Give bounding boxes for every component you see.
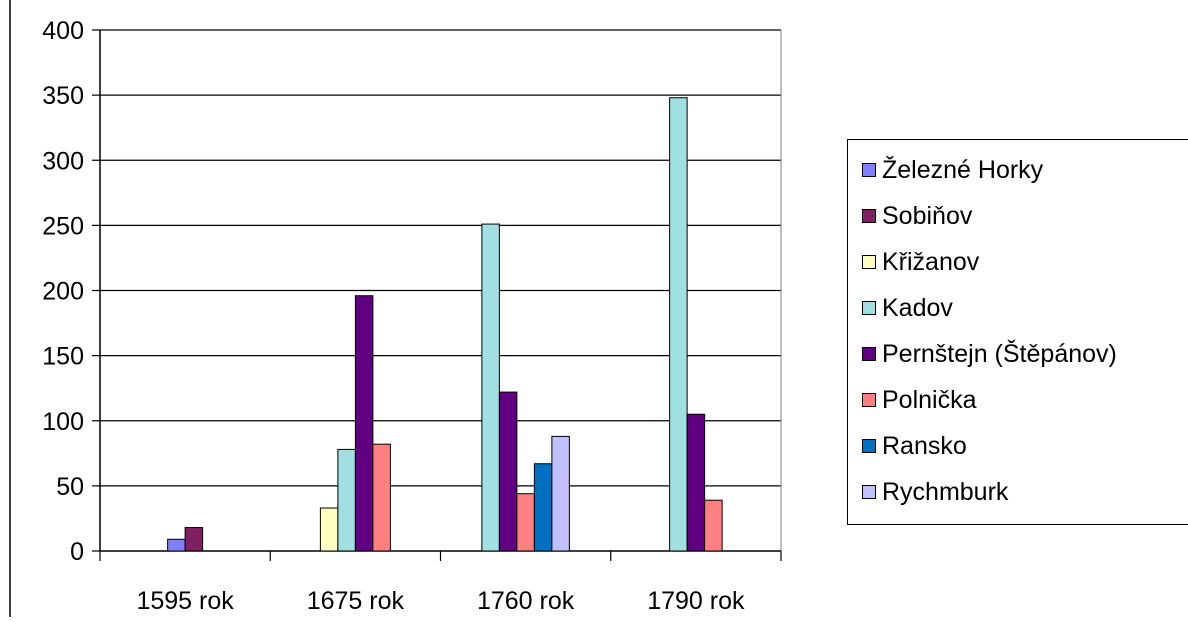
- bar: [354, 295, 374, 552]
- y-tick-label: 100: [42, 408, 84, 436]
- bar: [516, 493, 535, 552]
- bar: [337, 448, 356, 552]
- y-tick-label: 50: [56, 473, 84, 501]
- bar: [686, 413, 706, 552]
- legend-label: Železné Horky: [882, 155, 1044, 184]
- bar: [481, 223, 500, 552]
- x-tick-label: 1675 rok: [307, 587, 405, 615]
- legend-label: Kadov: [882, 293, 953, 322]
- legend-swatch: [862, 485, 876, 499]
- y-tick-label: 350: [42, 82, 84, 110]
- legend-item: Pernštejn (Štěpánov): [862, 339, 1117, 369]
- legend-item: Polnička: [862, 385, 977, 415]
- bar: [319, 507, 339, 552]
- legend-swatch: [862, 439, 876, 453]
- x-tick-label: 1790 rok: [647, 587, 745, 615]
- legend-label: Pernštejn (Štěpánov): [882, 339, 1117, 368]
- legend-item: Železné Horky: [862, 155, 1043, 185]
- bar: [372, 443, 391, 552]
- y-tick-label: 400: [42, 17, 84, 45]
- y-tick-label: 200: [42, 278, 84, 306]
- legend-label: Ransko: [882, 431, 967, 460]
- legend-swatch: [862, 393, 876, 407]
- y-tick-label: 300: [42, 147, 84, 175]
- legend: Železné Horky Sobiňov Křižanov Kadov Pernšte…: [847, 139, 1188, 525]
- bar: [533, 463, 553, 552]
- legend-item: Ransko: [862, 431, 967, 461]
- y-tick-label: 0: [70, 538, 84, 566]
- legend-swatch: [862, 163, 876, 177]
- legend-swatch: [862, 301, 876, 315]
- x-tick-label: 1760 rok: [477, 587, 575, 615]
- bar: [498, 391, 518, 552]
- bar: [184, 527, 204, 552]
- legend-swatch: [862, 347, 876, 361]
- bar: [669, 97, 688, 552]
- legend-label: Polnička: [882, 385, 977, 414]
- bar: [167, 538, 186, 552]
- bar: [704, 499, 723, 552]
- legend-label: Rychmburk: [882, 477, 1009, 506]
- legend-item: Sobiňov: [862, 201, 972, 231]
- legend-label: Sobiňov: [882, 201, 973, 230]
- legend-item: Křižanov: [862, 247, 979, 277]
- x-tick-label: 1595 rok: [136, 587, 234, 615]
- y-tick-label: 150: [42, 343, 84, 371]
- y-tick-label: 250: [42, 212, 84, 240]
- legend-label: Křižanov: [882, 247, 980, 276]
- legend-swatch: [862, 209, 876, 223]
- legend-swatch: [862, 255, 876, 269]
- bar: [551, 435, 570, 552]
- legend-item: Kadov: [862, 293, 953, 323]
- legend-item: Rychmburk: [862, 477, 1008, 507]
